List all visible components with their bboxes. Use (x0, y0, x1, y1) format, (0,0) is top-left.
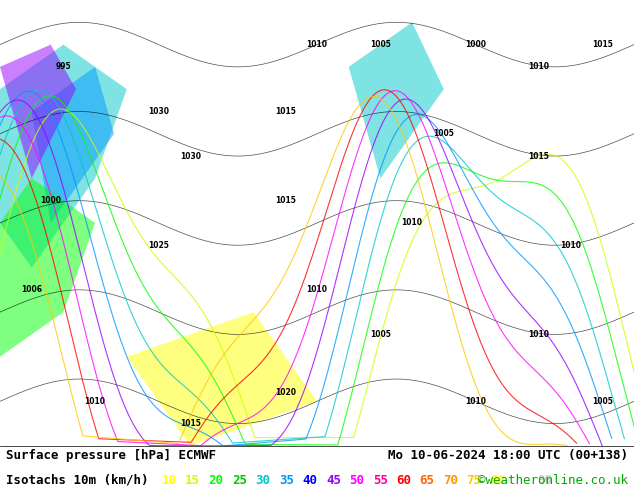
Text: 1000: 1000 (40, 196, 61, 205)
Text: 1010: 1010 (401, 219, 423, 227)
Text: 25: 25 (232, 474, 247, 487)
Text: 1010: 1010 (465, 397, 486, 406)
Polygon shape (0, 178, 95, 357)
Text: 45: 45 (326, 474, 341, 487)
Text: 35: 35 (279, 474, 294, 487)
Text: ©weatheronline.co.uk: ©weatheronline.co.uk (477, 474, 628, 487)
Text: 1005: 1005 (592, 397, 612, 406)
Text: 10: 10 (162, 474, 177, 487)
Polygon shape (0, 45, 127, 268)
Text: 55: 55 (373, 474, 388, 487)
Text: 80: 80 (490, 474, 505, 487)
Text: 15: 15 (185, 474, 200, 487)
Text: 20: 20 (209, 474, 224, 487)
Text: Isotachs 10m (km/h): Isotachs 10m (km/h) (6, 474, 149, 487)
Text: 1010: 1010 (306, 40, 328, 49)
Text: 1010: 1010 (528, 330, 550, 339)
Text: 1015: 1015 (275, 107, 295, 116)
Text: 30: 30 (256, 474, 271, 487)
Text: 995: 995 (56, 62, 71, 72)
Text: 1025: 1025 (148, 241, 169, 250)
Text: 60: 60 (396, 474, 411, 487)
Text: 90: 90 (537, 474, 552, 487)
Text: 50: 50 (349, 474, 365, 487)
Text: 1005: 1005 (370, 40, 391, 49)
Text: 40: 40 (302, 474, 318, 487)
Polygon shape (32, 67, 114, 223)
Text: 1005: 1005 (434, 129, 454, 138)
Text: 1010: 1010 (306, 285, 328, 294)
Text: 1010: 1010 (84, 397, 106, 406)
Text: 1015: 1015 (592, 40, 612, 49)
Text: 1015: 1015 (180, 419, 200, 428)
Text: 1015: 1015 (275, 196, 295, 205)
Text: 1006: 1006 (21, 285, 42, 294)
Polygon shape (0, 45, 76, 178)
Text: 70: 70 (443, 474, 458, 487)
Text: 65: 65 (420, 474, 435, 487)
Text: 1010: 1010 (560, 241, 581, 250)
Text: 1030: 1030 (179, 151, 201, 161)
Text: 75: 75 (467, 474, 482, 487)
Text: 1010: 1010 (528, 62, 550, 72)
Text: 1015: 1015 (529, 151, 549, 161)
Text: 1000: 1000 (465, 40, 486, 49)
Text: 85: 85 (514, 474, 529, 487)
Polygon shape (127, 312, 317, 446)
Text: 1020: 1020 (275, 388, 296, 397)
Polygon shape (349, 22, 444, 178)
Text: Surface pressure [hPa] ECMWF: Surface pressure [hPa] ECMWF (6, 449, 216, 462)
Text: 1030: 1030 (148, 107, 169, 116)
Text: Mo 10-06-2024 18:00 UTC (00+138): Mo 10-06-2024 18:00 UTC (00+138) (387, 449, 628, 462)
Text: 1005: 1005 (370, 330, 391, 339)
